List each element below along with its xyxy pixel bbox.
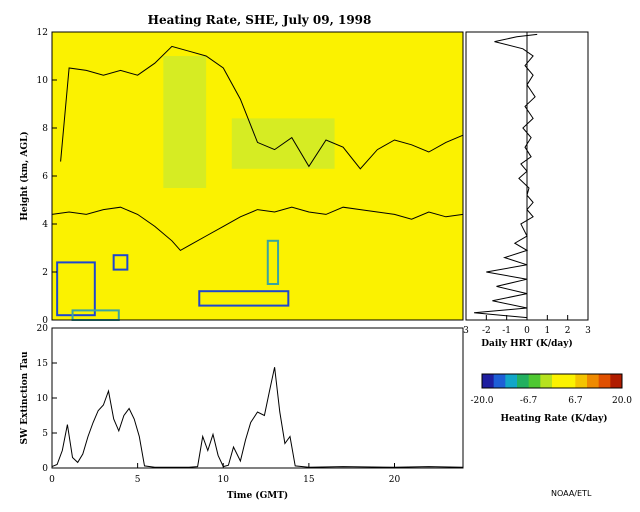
tau-ytick-label: 20 bbox=[37, 324, 49, 334]
profile-xtick-label: -1 bbox=[502, 326, 511, 336]
colorbar-swatch bbox=[552, 374, 565, 388]
tau-ytick-label: 5 bbox=[42, 429, 48, 439]
heating-rate-heatmap: 0 2 4 6 8 10 12 Heating Rate, SHE, July 09, 199… bbox=[19, 13, 464, 326]
heatmap-ytick-label: 8 bbox=[42, 124, 48, 134]
colorbar-swatch bbox=[505, 374, 518, 388]
tau-xlabel: Time (GMT) bbox=[227, 490, 288, 501]
colorbar-swatch bbox=[540, 374, 553, 388]
colorbar-swatch bbox=[598, 374, 611, 388]
cloud-top-contour bbox=[60, 45, 464, 170]
profile-xtick-label: 1 bbox=[544, 326, 550, 336]
heating-rate-colorbar: -20.0 -6.7 6.7 20.0 Heating Rate (K/day) bbox=[470, 373, 632, 424]
colorbar-frame bbox=[481, 373, 623, 389]
cloud-base-contour bbox=[51, 206, 464, 252]
heatmap-ytick-label: 0 bbox=[42, 316, 48, 326]
heatmap-ytick-label: 10 bbox=[37, 76, 49, 86]
colorbar-tick-label: 20.0 bbox=[612, 396, 632, 406]
colorbar-title: Heating Rate (K/day) bbox=[500, 413, 607, 424]
tau-xtick-label: 10 bbox=[218, 475, 230, 485]
low-cloud-patch bbox=[56, 261, 96, 317]
colorbar-swatch bbox=[610, 374, 623, 388]
colorbar-swatch bbox=[587, 374, 600, 388]
tau-xtick-label: 15 bbox=[303, 475, 315, 485]
tau-series-line bbox=[51, 367, 464, 468]
heatmap-ylabel: Height (km, AGL) bbox=[19, 131, 30, 220]
colorbar-tick-label: -6.7 bbox=[520, 396, 538, 406]
heatmap-ytick-label: 2 bbox=[42, 268, 48, 278]
tau-xtick-label: 0 bbox=[49, 475, 55, 485]
heatmap-background bbox=[52, 32, 463, 320]
low-cloud-patch bbox=[266, 239, 280, 286]
colorbar-swatch bbox=[528, 374, 541, 388]
tau-ytick-label: 0 bbox=[42, 464, 48, 474]
tau-ytick-label: 10 bbox=[37, 394, 49, 404]
colorbar-swatch bbox=[563, 374, 576, 388]
tau-xtick-label: 20 bbox=[389, 475, 401, 485]
tau-ylabel: SW Extinction Tau bbox=[20, 351, 30, 444]
tau-xtick-label: 5 bbox=[135, 475, 141, 485]
heatmap-ytick-label: 12 bbox=[37, 28, 48, 38]
tau-frame bbox=[51, 327, 464, 469]
profile-xtick-label: 3 bbox=[463, 326, 469, 336]
colorbar-tick-label: 6.7 bbox=[568, 396, 583, 406]
colorbar-swatch bbox=[575, 374, 588, 388]
daily-hrt-profile-plot: 3 -2 -1 0 1 2 3 Daily HRT (K/day) bbox=[463, 31, 591, 349]
chart-title: Heating Rate, SHE, July 09, 1998 bbox=[148, 13, 372, 27]
tau-ytick-label: 15 bbox=[37, 359, 49, 369]
profile-xtick-label: 2 bbox=[565, 326, 571, 336]
profile-xtick-label: -2 bbox=[482, 326, 491, 336]
heatmap-ytick-label: 4 bbox=[42, 220, 48, 230]
colorbar-swatch bbox=[493, 374, 506, 388]
low-cloud-patch bbox=[112, 254, 129, 271]
green-region bbox=[163, 56, 207, 188]
profile-xlabel: Daily HRT (K/day) bbox=[481, 338, 572, 349]
credit-label: NOAA/ETL bbox=[551, 489, 592, 498]
sw-extinction-tau-plot: 0 5 10 15 20 0 5 10 15 20 Time (GMT) SW Extinction … bbox=[20, 324, 464, 501]
colorbar-swatch bbox=[482, 374, 495, 388]
profile-series-line bbox=[474, 33, 538, 319]
profile-xtick-label: 3 bbox=[585, 326, 591, 336]
low-cloud-patch bbox=[198, 290, 290, 307]
colorbar-swatch bbox=[517, 374, 530, 388]
colorbar-tick-label: -20.0 bbox=[470, 396, 493, 406]
profile-xtick-label: 0 bbox=[524, 326, 530, 336]
heatmap-ytick-label: 6 bbox=[42, 172, 48, 182]
